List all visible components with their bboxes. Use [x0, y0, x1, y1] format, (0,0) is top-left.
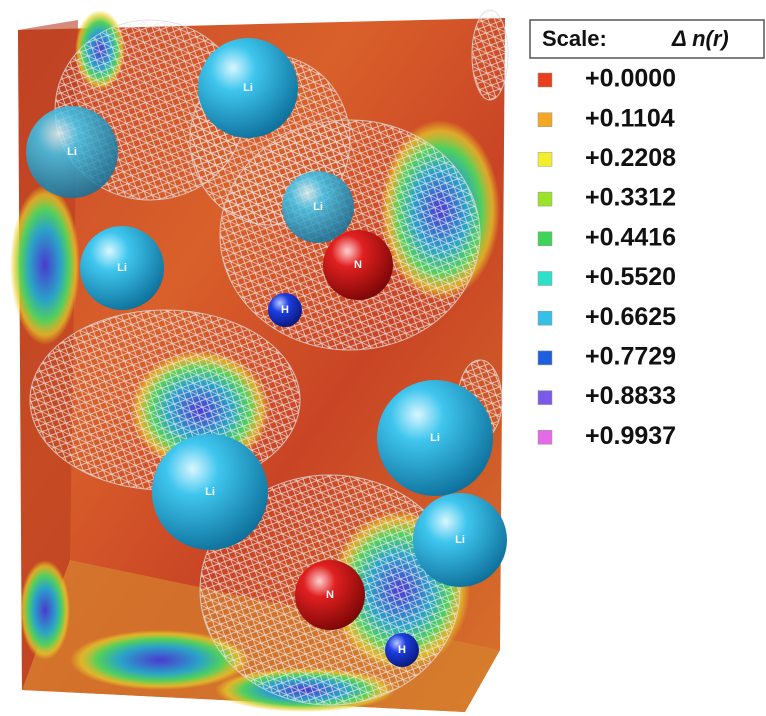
page: Li Li Li Li N H Li Li Li N H Scale: Δ n(r) +0.0000…	[0, 0, 766, 716]
atom-label: Li	[205, 486, 215, 498]
figure: Li Li Li Li N H Li Li Li N H Scale: Δ n(r) +0.0000…	[0, 0, 766, 716]
atom-label: N	[326, 589, 334, 601]
atom-label: Li	[243, 82, 253, 94]
atom-label: N	[354, 259, 362, 271]
legend-swatch	[538, 73, 552, 87]
legend-swatch	[538, 311, 552, 325]
legend-swatch	[538, 272, 552, 286]
legend-swatch	[538, 351, 552, 365]
legend-label: +0.1104	[585, 104, 675, 132]
legend-label: +0.3312	[585, 184, 676, 212]
legend-label: +0.8833	[585, 382, 676, 410]
atom-label: Li	[430, 432, 440, 444]
legend-label: +0.0000	[585, 65, 676, 93]
legend-label: +0.7729	[585, 343, 676, 371]
legend-swatch	[538, 430, 552, 444]
legend-label: +0.6625	[585, 303, 676, 331]
atom-label: Li	[117, 262, 127, 274]
legend-swatch	[538, 192, 552, 206]
legend-swatch	[538, 391, 552, 405]
legend-label: +0.2208	[585, 144, 676, 172]
legend-label: +0.4416	[585, 223, 676, 251]
atom-label: Li	[313, 201, 323, 213]
legend-title: Scale:	[542, 26, 607, 51]
atom-label: H	[398, 644, 406, 656]
legend-label: +0.5520	[585, 263, 676, 291]
legend-label: +0.9937	[585, 422, 676, 450]
legend-swatch	[538, 152, 552, 166]
legend-quantity: Δ n(r)	[671, 26, 729, 51]
atom-label: H	[281, 304, 289, 316]
legend-items: +0.0000 +0.1104 +0.2208 +0.3312 +0.4416 +0.55…	[538, 65, 676, 450]
legend: Scale: Δ n(r) +0.0000 +0.1104 +0.2208 +0.33…	[530, 20, 764, 450]
atom-label: Li	[67, 146, 77, 158]
legend-swatch	[538, 232, 552, 246]
atom-label: Li	[455, 534, 465, 546]
legend-swatch	[538, 113, 552, 127]
